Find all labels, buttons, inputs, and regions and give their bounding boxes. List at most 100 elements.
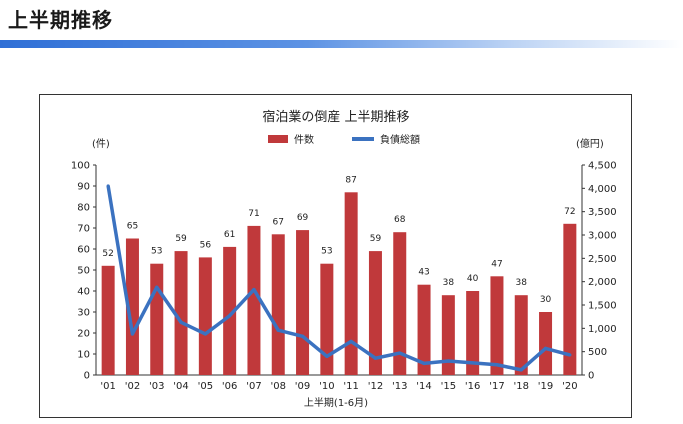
right-tick-label: 500 — [588, 347, 607, 358]
line-point — [203, 332, 207, 336]
right-tick-label: 0 — [588, 371, 594, 382]
bar — [198, 257, 212, 375]
x-tick-label: '05 — [198, 381, 213, 392]
left-tick-label: 30 — [77, 308, 90, 319]
line-point — [519, 368, 523, 372]
right-tick-label: 1,000 — [588, 324, 617, 335]
bar — [368, 251, 382, 375]
bar — [417, 284, 431, 375]
right-axis-unit: (億円) — [576, 137, 604, 150]
right-tick-label: 4,000 — [588, 184, 617, 195]
axes — [93, 164, 585, 376]
bar — [271, 234, 285, 375]
x-axis-label: 上半期(1-6月) — [304, 396, 368, 409]
left-tick-labels: 0 10 20 30 40 50 60 70 80 90 100 — [71, 161, 90, 382]
bar-value-label: 52 — [102, 249, 113, 259]
legend-bar-label: 件数 — [294, 133, 314, 146]
bar — [441, 295, 455, 375]
x-tick-label: '11 — [343, 381, 358, 392]
bar — [393, 232, 407, 375]
line-point — [106, 184, 110, 188]
line-point — [422, 361, 426, 365]
left-tick-label: 10 — [77, 350, 90, 361]
page-title: 上半期推移 — [8, 8, 113, 32]
x-tick-label: '20 — [562, 381, 577, 392]
x-tick-label: '04 — [173, 381, 188, 392]
bar — [320, 263, 334, 375]
line-point — [543, 346, 548, 350]
bar — [514, 295, 528, 375]
bar-data-labels: 52 65 53 59 56 61 71 67 69 53 87 59 68 43 38 40 47 38 30 72 — [102, 175, 575, 305]
line-point — [325, 354, 329, 358]
left-tick-label: 20 — [77, 329, 90, 340]
bar-value-label: 40 — [467, 274, 479, 284]
x-tick-label: '01 — [100, 381, 115, 392]
left-tick-label: 80 — [77, 203, 90, 214]
right-tick-label: 2,000 — [588, 277, 617, 288]
left-tick-label: 60 — [77, 245, 90, 256]
bar — [101, 265, 115, 375]
x-tick-label: '03 — [149, 381, 164, 392]
x-tick-label: '09 — [295, 381, 310, 392]
chart-panel: 宿泊業の倒産 上半期推移 件数 負債総額 (件) (億円) 上半期(1-6月) … — [39, 94, 632, 418]
left-tick-label: 50 — [77, 266, 90, 277]
bar — [125, 238, 139, 375]
bar-value-label: 30 — [540, 295, 552, 305]
line-point — [471, 361, 475, 365]
bar-value-label: 61 — [224, 230, 235, 240]
line-point — [300, 334, 305, 338]
line-series — [106, 184, 572, 372]
bar — [150, 263, 164, 375]
x-tick-labels: '01 '02 '03 '04 '05 '06 '07 '08 '09 '10 '11 '12 '13 '… — [100, 381, 577, 392]
left-tick-label: 70 — [77, 224, 90, 235]
right-tick-label: 3,500 — [588, 207, 617, 218]
line-point — [130, 332, 135, 336]
x-tick-label: '19 — [538, 381, 553, 392]
x-tick-label: '07 — [246, 381, 261, 392]
bar-value-label: 38 — [443, 278, 455, 288]
x-tick-label: '17 — [489, 381, 504, 392]
x-tick-label: '14 — [416, 381, 431, 392]
x-tick-label: '08 — [271, 381, 286, 392]
line-point — [568, 353, 572, 357]
right-tick-label: 3,000 — [588, 231, 617, 242]
legend: 件数 負債総額 — [268, 133, 420, 146]
line-point — [373, 356, 378, 360]
line-point — [349, 339, 353, 343]
x-tick-label: '16 — [465, 381, 480, 392]
bar-value-label: 69 — [297, 213, 309, 223]
bar — [539, 312, 553, 375]
x-tick-label: '06 — [222, 381, 237, 392]
x-tick-label: '13 — [392, 381, 407, 392]
left-tick-label: 100 — [71, 161, 90, 172]
line-point — [398, 351, 402, 355]
bar-value-label: 38 — [516, 278, 528, 288]
bar — [490, 276, 504, 375]
bar-value-label: 87 — [345, 175, 356, 185]
debt-line — [106, 185, 571, 372]
bar-value-label: 71 — [248, 209, 259, 219]
x-tick-label: '18 — [514, 381, 529, 392]
bar — [247, 225, 261, 375]
x-tick-label: '10 — [319, 381, 334, 392]
bar-value-label: 68 — [394, 215, 406, 225]
bar — [223, 246, 237, 375]
left-axis-unit: (件) — [92, 138, 110, 150]
line-point — [252, 288, 256, 292]
chart-svg: 宿泊業の倒産 上半期推移 件数 負債総額 (件) (億円) 上半期(1-6月) … — [71, 109, 617, 409]
line-point — [446, 359, 450, 363]
bar-value-label: 67 — [273, 217, 284, 227]
x-tick-label: '12 — [368, 381, 383, 392]
right-tick-labels: 0 500 1,000 1,500 2,000 2,500 3,000 3,500 4,000 4… — [588, 161, 617, 382]
line-point — [155, 285, 159, 289]
title-underline-bar — [0, 40, 683, 48]
line-point — [495, 363, 499, 367]
line-point — [276, 328, 280, 332]
chart-title: 宿泊業の倒産 上半期推移 — [262, 109, 409, 125]
bar-value-label: 53 — [151, 247, 162, 257]
line-point — [228, 314, 232, 318]
bar — [174, 251, 188, 375]
right-tick-label: 4,500 — [588, 161, 617, 172]
legend-bar-swatch — [268, 135, 288, 143]
bar — [466, 291, 480, 375]
